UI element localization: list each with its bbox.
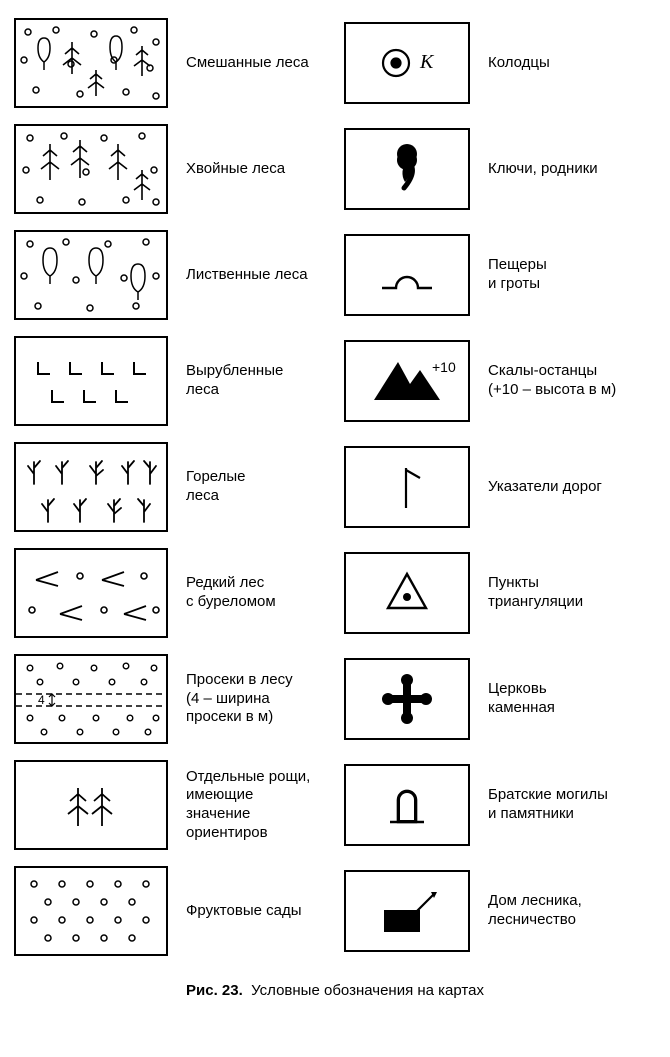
swatch-grave (344, 764, 470, 846)
swatch-orchard (14, 866, 168, 956)
label-mixed-forest: Смешанные леса (186, 54, 326, 73)
rock-height-annot: +10 (432, 359, 456, 375)
swatch-clearing: 4 (14, 654, 168, 744)
swatch-signpost (344, 446, 470, 528)
swatch-cave (344, 234, 470, 316)
swatch-well: K (344, 22, 470, 104)
label-triangulation: Пунктытриангуляции (488, 574, 656, 612)
swatch-sparse-forest (14, 548, 168, 638)
clearing-width-label: 4 (38, 693, 45, 707)
label-burnt-forest: Горелыелеса (186, 468, 326, 506)
label-rock: Скалы-останцы(+10 – высота в м) (488, 362, 656, 400)
caption-text: Условные обозначения на картах (251, 982, 484, 999)
swatch-conifer-forest (14, 124, 168, 214)
label-orchard: Фруктовые сады (186, 902, 326, 921)
label-well: Колодцы (488, 54, 656, 73)
caption-prefix: Рис. 23. (186, 982, 243, 999)
label-forester: Дом лесника,лесничество (488, 892, 656, 930)
label-sparse-forest: Редкий лесс буреломом (186, 574, 326, 612)
label-signpost: Указатели дорог (488, 478, 656, 497)
swatch-grove (14, 760, 168, 850)
label-clearing: Просеки в лесу(4 – ширинапросеки в м) (186, 671, 326, 727)
swatch-forester (344, 870, 470, 952)
swatch-burnt-forest (14, 442, 168, 532)
swatch-cut-forest (14, 336, 168, 426)
swatch-church (344, 658, 470, 740)
swatch-rock: +10 (344, 340, 470, 422)
swatch-triangulation (344, 552, 470, 634)
label-cave: Пещерыи гроты (488, 256, 656, 294)
label-deciduous-forest: Лиственные леса (186, 266, 326, 285)
swatch-spring (344, 128, 470, 210)
legend-grid: Смешанные леса K Колодцы (14, 18, 656, 956)
label-church: Церковькаменная (488, 680, 656, 718)
swatch-mixed-forest (14, 18, 168, 108)
figure-caption: Рис. 23. Условные обозначения на картах (14, 982, 656, 999)
label-grave: Братские могилыи памятники (488, 786, 656, 824)
well-letter: K (419, 51, 435, 73)
label-spring: Ключи, родники (488, 160, 656, 179)
label-grove: Отдельные рощи,имеющиезначениеориентиров (186, 768, 326, 843)
swatch-deciduous-forest (14, 230, 168, 320)
label-conifer-forest: Хвойные леса (186, 160, 326, 179)
label-cut-forest: Вырубленныелеса (186, 362, 326, 400)
